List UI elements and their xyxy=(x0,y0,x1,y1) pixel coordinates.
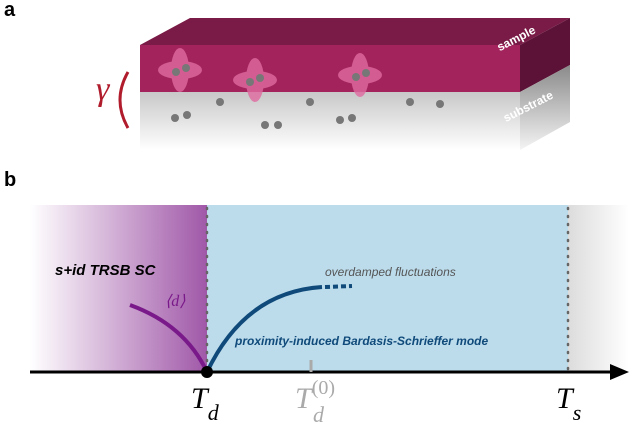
normal-region xyxy=(568,205,629,372)
ts-label: Ts xyxy=(556,382,581,425)
symbol: T xyxy=(556,382,575,415)
td-label: Td xyxy=(191,382,220,425)
rotation-arrow xyxy=(118,71,130,129)
slab xyxy=(140,18,570,150)
phase-label: s+id TRSB SC xyxy=(55,262,157,279)
bs-curve xyxy=(205,285,323,373)
fluctuations-label: overdamped fluctuations xyxy=(325,265,456,279)
bs-region xyxy=(207,205,568,372)
order-parameter: ⟨d⟩ xyxy=(165,293,186,310)
subscript: d xyxy=(208,400,220,425)
td0-label: T(0) d xyxy=(295,377,335,427)
bs-curve-dashed xyxy=(324,284,353,289)
symbol: T xyxy=(191,382,210,415)
panel-label: b xyxy=(4,169,16,191)
symbol: T xyxy=(295,382,314,415)
superscript: (0) xyxy=(312,377,335,399)
d-curve xyxy=(129,303,209,373)
mode-label: proximity-induced Bardasis-Schrieffer mo… xyxy=(234,334,489,348)
td-point xyxy=(201,366,213,378)
axis-arrow xyxy=(610,364,629,380)
subscript: s xyxy=(573,400,582,425)
panel-label: a xyxy=(4,0,16,21)
gamma: γ xyxy=(96,71,111,108)
subscript: d xyxy=(313,402,325,427)
trsb-region xyxy=(30,205,207,372)
